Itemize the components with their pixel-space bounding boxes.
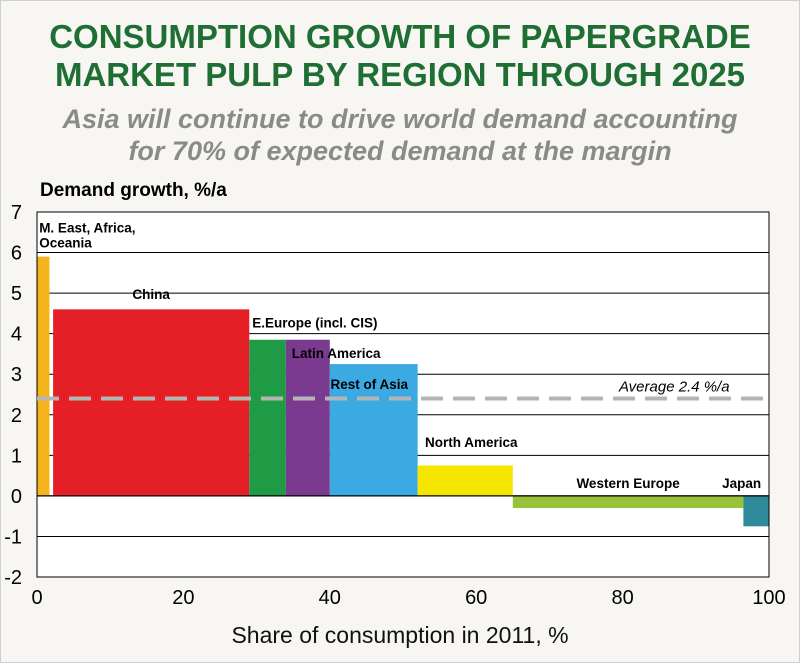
y-tick-label: 4 <box>11 324 22 346</box>
y-tick-label: -1 <box>4 526 22 548</box>
y-tick-label: 2 <box>11 405 22 427</box>
bar-label: Latin America <box>292 346 381 361</box>
bar <box>249 339 286 496</box>
bar <box>512 495 744 509</box>
y-tick-label: 0 <box>11 486 22 508</box>
bar <box>743 495 769 527</box>
chart-title-line-2: MARKET PULP BY REGION THROUGH 2025 <box>54 56 746 93</box>
x-tick-label: 60 <box>465 587 487 609</box>
bar-label: Western Europe <box>576 476 680 491</box>
bar-label: North America <box>425 435 518 450</box>
bar-label: Japan <box>722 476 761 491</box>
chart-title-line-1: CONSUMPTION GROWTH OF PAPERGRADE <box>49 18 751 55</box>
bar-label: M. East, Africa, <box>39 220 135 235</box>
x-tick-label: 100 <box>752 587 785 609</box>
bar <box>37 256 50 496</box>
average-label: Average 2.4 %/a <box>618 379 730 396</box>
y-tick-label: 1 <box>11 445 22 467</box>
y-tick-label: 7 <box>11 202 22 224</box>
bar-label: E.Europe (incl. CIS) <box>252 316 377 331</box>
chart-subtitle-line-2: for 70% of expected demand at the margin <box>128 136 672 166</box>
y-tick-label: -2 <box>4 567 22 589</box>
x-axis-label: Share of consumption in 2011, % <box>231 622 569 648</box>
chart-subtitle-line-1: Asia will continue to drive world demand… <box>62 104 738 134</box>
x-tick-label: 0 <box>31 587 42 609</box>
bar <box>417 465 513 496</box>
bar-label: Rest of Asia <box>331 377 409 392</box>
plot-border <box>36 211 770 578</box>
x-tick-label: 40 <box>319 587 341 609</box>
bar-label: China <box>132 287 170 302</box>
y-tick-label: 5 <box>11 283 22 305</box>
bar-label: Oceania <box>39 235 92 250</box>
y-tick-label: 6 <box>11 243 22 265</box>
x-tick-label: 20 <box>172 587 194 609</box>
y-axis-label: Demand growth, %/a <box>40 180 227 201</box>
y-tick-label: 3 <box>11 364 22 386</box>
bar <box>285 339 330 496</box>
bar <box>53 309 250 496</box>
x-tick-label: 80 <box>611 587 633 609</box>
bar <box>329 364 418 496</box>
